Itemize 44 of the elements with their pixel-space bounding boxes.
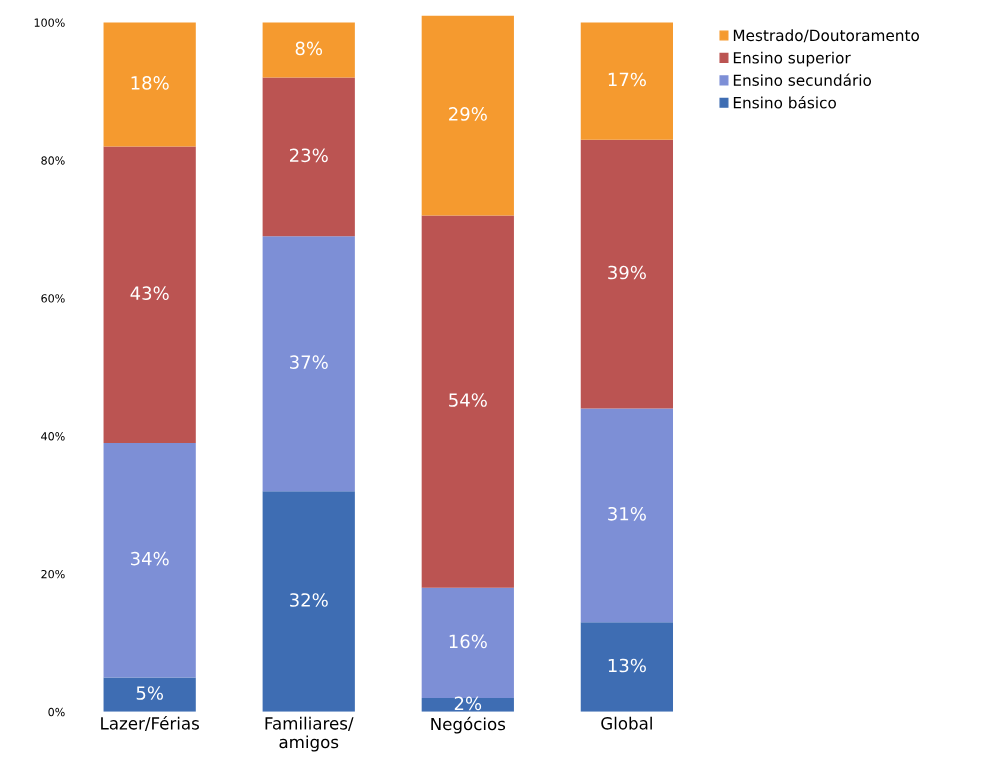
- data-label: 23%: [290, 148, 328, 163]
- bar: [103, 677, 196, 712]
- data-label: 18%: [131, 76, 169, 90]
- data-label: 43%: [130, 286, 169, 301]
- bar: [580, 408, 674, 623]
- legend-label: Ensino secundário: [733, 73, 872, 86]
- bar: [262, 236, 355, 492]
- x-tick-label: Negócios: [431, 716, 506, 734]
- data-label: 8%: [295, 41, 323, 56]
- bar: [103, 443, 196, 678]
- y-tick-label: 100%: [34, 18, 65, 27]
- bar: [262, 491, 355, 712]
- legend-label: Mestrado/Doutoramento: [733, 29, 919, 43]
- bar: [580, 22, 674, 140]
- data-label: 37%: [290, 355, 328, 369]
- x-tick-label: Global: [601, 716, 652, 730]
- data-label: 31%: [608, 506, 646, 521]
- data-label: 34%: [130, 551, 169, 566]
- data-label: 54%: [449, 393, 487, 407]
- y-tick-label: 20%: [41, 569, 65, 579]
- y-tick-label: 0%: [48, 707, 65, 717]
- data-label: 29%: [449, 107, 487, 121]
- legend-label: Ensino superior: [733, 51, 851, 67]
- bar: [103, 146, 196, 443]
- data-label: 2%: [454, 696, 482, 711]
- x-tick-label: Familiares/ amigos: [265, 716, 354, 752]
- bar: [580, 139, 674, 409]
- y-tick-label: 40%: [41, 432, 65, 441]
- data-label: 32%: [290, 593, 328, 607]
- bar: [580, 622, 674, 712]
- data-label: 16%: [449, 634, 487, 649]
- y-tick-label: 80%: [41, 156, 65, 165]
- bar: [262, 22, 355, 78]
- x-tick-label: Lazer/Férias: [101, 716, 199, 731]
- data-label: 13%: [608, 658, 646, 673]
- data-label: 5%: [136, 686, 163, 700]
- data-label: 17%: [608, 72, 646, 87]
- data-label: 39%: [608, 265, 646, 280]
- legend-label: Ensino básico: [733, 95, 836, 109]
- y-tick-label: 60%: [41, 294, 65, 303]
- bar: [421, 15, 514, 216]
- bar: [103, 22, 196, 147]
- bar: [262, 77, 355, 237]
- bar: [421, 215, 514, 588]
